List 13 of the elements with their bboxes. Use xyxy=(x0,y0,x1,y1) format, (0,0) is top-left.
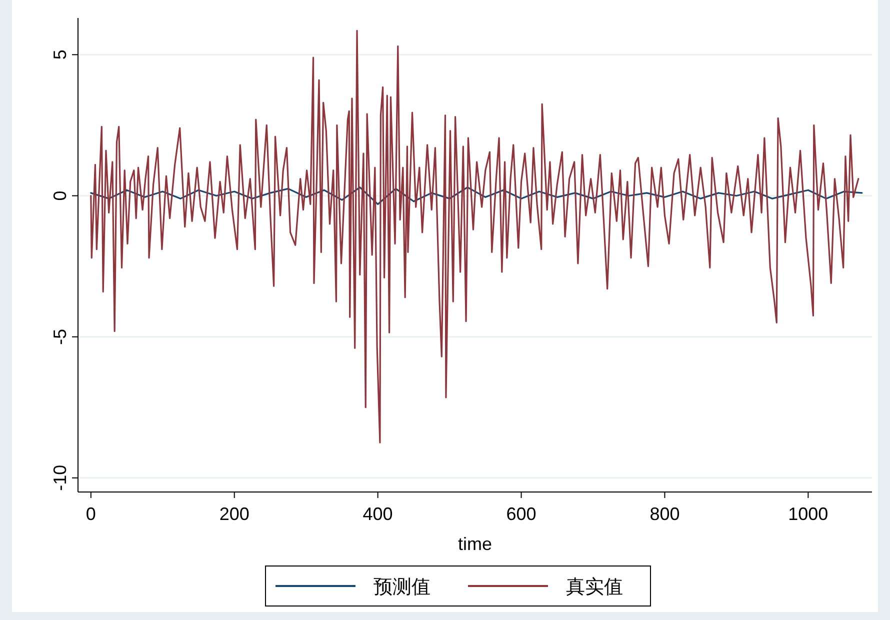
x-tick-label: 0 xyxy=(86,504,96,524)
x-tick-label: 800 xyxy=(650,504,680,524)
x-tick-label: 200 xyxy=(219,504,250,524)
legend-label: 预测值 xyxy=(374,577,430,598)
y-tick-label: 5 xyxy=(50,50,70,60)
y-tick-label: -10 xyxy=(50,464,70,491)
y-tick-label: 0 xyxy=(50,190,70,201)
legend-label: 真实值 xyxy=(566,576,623,598)
x-tick-label: 1000 xyxy=(788,504,828,524)
x-tick-label: 400 xyxy=(362,504,393,524)
y-tick-label: -5 xyxy=(50,328,70,345)
x-tick-label: 600 xyxy=(506,504,536,524)
x-axis-title: time xyxy=(458,534,492,554)
